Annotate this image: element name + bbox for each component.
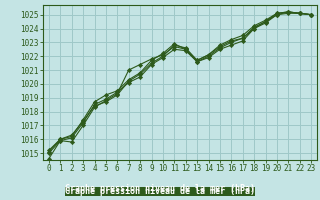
Text: Graphe pression niveau de la mer (hPa): Graphe pression niveau de la mer (hPa) (65, 187, 255, 196)
Text: Graphe pression niveau de la mer (hPa): Graphe pression niveau de la mer (hPa) (65, 184, 255, 193)
